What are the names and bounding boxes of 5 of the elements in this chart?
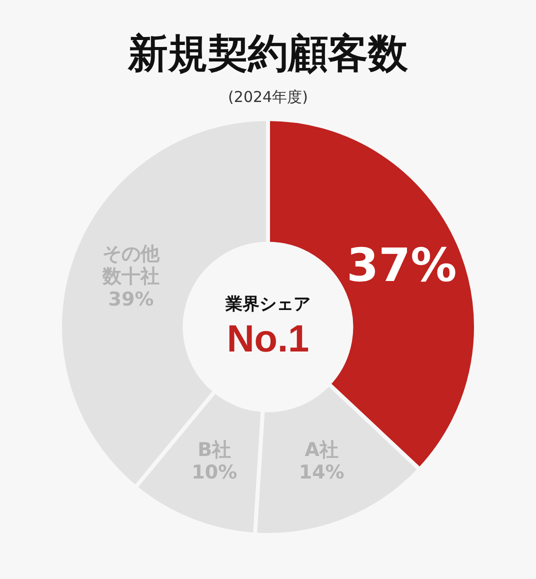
text: 業界シェア	[224, 294, 310, 314]
chart-subtitle: (2024年度)	[227, 88, 309, 107]
chart-title: 新規契約顧客数	[126, 30, 409, 78]
text: No.1	[226, 318, 310, 360]
data-label: 37%	[346, 238, 457, 292]
